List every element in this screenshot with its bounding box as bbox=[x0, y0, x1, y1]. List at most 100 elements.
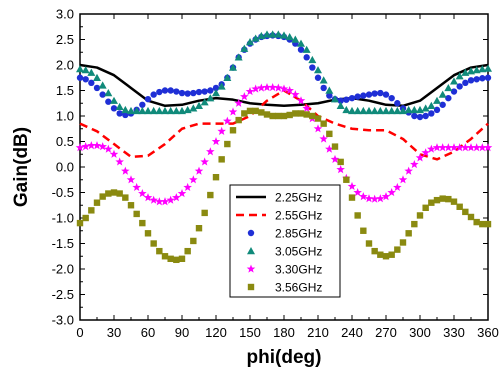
data-point bbox=[422, 112, 429, 120]
data-point bbox=[438, 143, 447, 152]
data-point bbox=[280, 31, 288, 39]
data-point bbox=[189, 104, 198, 112]
data-point bbox=[303, 111, 310, 118]
data-point bbox=[161, 87, 169, 94]
data-point bbox=[433, 106, 441, 114]
data-point bbox=[87, 68, 96, 76]
data-point bbox=[331, 95, 339, 103]
data-point bbox=[207, 191, 214, 199]
data-point bbox=[377, 89, 384, 97]
y-tick-label: -1.0 bbox=[52, 211, 74, 226]
data-point bbox=[348, 194, 356, 201]
data-point bbox=[172, 106, 181, 115]
data-point bbox=[269, 112, 276, 120]
data-point bbox=[234, 98, 243, 107]
legend-label: 3.30GHz bbox=[275, 263, 322, 277]
data-point bbox=[343, 96, 350, 103]
y-tick-label: 2.0 bbox=[56, 58, 74, 73]
data-point bbox=[394, 246, 401, 253]
data-point bbox=[132, 106, 141, 115]
y-tick-label: -1.5 bbox=[52, 236, 74, 251]
data-point bbox=[326, 130, 333, 138]
y-tick-label: 1.0 bbox=[56, 109, 74, 124]
data-point bbox=[161, 253, 169, 260]
data-point bbox=[387, 106, 396, 115]
data-point bbox=[212, 89, 220, 97]
data-point bbox=[178, 106, 186, 115]
data-point bbox=[416, 105, 424, 114]
data-point bbox=[150, 91, 157, 98]
data-point bbox=[309, 64, 316, 71]
data-point bbox=[359, 192, 368, 201]
data-point bbox=[439, 195, 446, 202]
y-tick-label: 1.5 bbox=[56, 83, 74, 98]
data-point bbox=[144, 95, 152, 103]
data-point bbox=[127, 106, 135, 115]
data-point bbox=[104, 144, 113, 153]
data-point bbox=[421, 148, 430, 157]
data-point bbox=[462, 208, 469, 216]
data-point bbox=[166, 195, 175, 204]
data-point bbox=[223, 116, 232, 125]
data-point bbox=[178, 255, 186, 262]
data-point bbox=[484, 74, 492, 81]
data-point bbox=[211, 137, 221, 146]
data-point bbox=[87, 141, 96, 150]
legend-swatch bbox=[247, 229, 255, 237]
series-line-2.55GHz bbox=[79, 89, 489, 161]
data-point bbox=[105, 98, 112, 105]
data-point bbox=[325, 86, 334, 94]
data-point bbox=[320, 84, 327, 92]
data-point bbox=[353, 188, 362, 197]
x-tick-label: 360 bbox=[477, 325, 499, 340]
data-point bbox=[184, 247, 191, 255]
data-point bbox=[462, 79, 469, 87]
data-point bbox=[81, 66, 90, 74]
x-tick-label: 180 bbox=[273, 325, 295, 340]
data-point bbox=[342, 105, 351, 114]
data-point bbox=[166, 106, 175, 115]
data-point bbox=[365, 106, 373, 115]
data-point bbox=[381, 192, 391, 201]
y-tick-label: -2.5 bbox=[52, 287, 74, 302]
data-point bbox=[229, 127, 237, 134]
data-point bbox=[348, 94, 356, 102]
x-tick-label: 90 bbox=[175, 325, 189, 340]
data-point bbox=[121, 166, 130, 175]
data-point bbox=[156, 88, 163, 96]
data-point bbox=[472, 143, 481, 152]
data-point bbox=[365, 240, 373, 247]
data-point bbox=[320, 120, 327, 127]
data-point bbox=[229, 63, 237, 71]
data-point bbox=[455, 72, 464, 80]
data-point bbox=[313, 124, 323, 133]
data-point bbox=[404, 166, 413, 175]
x-tick-label: 120 bbox=[205, 325, 227, 340]
x-tick-label: 150 bbox=[239, 325, 261, 340]
data-point bbox=[280, 112, 288, 120]
data-point bbox=[268, 82, 277, 92]
data-point bbox=[258, 109, 265, 116]
data-point bbox=[246, 38, 254, 46]
data-point bbox=[325, 144, 334, 153]
data-point bbox=[432, 143, 442, 152]
data-point bbox=[296, 96, 306, 105]
data-point bbox=[99, 193, 106, 200]
data-point bbox=[212, 174, 220, 181]
data-point bbox=[98, 142, 107, 151]
legend-item: 3.30GHz bbox=[246, 263, 322, 277]
legend-item: 2.85GHz bbox=[247, 227, 322, 241]
data-point bbox=[456, 203, 463, 210]
data-point bbox=[76, 74, 84, 81]
data-point bbox=[201, 209, 208, 217]
data-point bbox=[143, 193, 153, 202]
data-point bbox=[393, 106, 402, 115]
series-3.30GHz bbox=[75, 82, 493, 206]
data-point bbox=[302, 45, 311, 53]
data-point bbox=[347, 181, 357, 191]
data-point bbox=[404, 105, 413, 114]
data-point bbox=[450, 77, 458, 85]
data-point bbox=[398, 175, 408, 184]
legend-item: 3.56GHz bbox=[247, 281, 322, 295]
axis-ticks: 0 30 60 90 120 150 180 210 240 270 300 330 360 -3.0 -2… bbox=[52, 7, 499, 341]
